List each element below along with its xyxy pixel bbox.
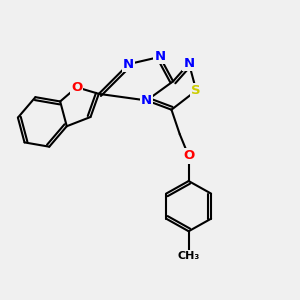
Text: O: O [71,81,82,94]
Text: S: S [191,84,201,97]
Text: N: N [183,57,194,70]
Text: N: N [123,58,134,70]
Text: CH₃: CH₃ [178,251,200,261]
Text: N: N [154,50,166,63]
Text: O: O [183,149,194,162]
Text: N: N [141,94,152,107]
